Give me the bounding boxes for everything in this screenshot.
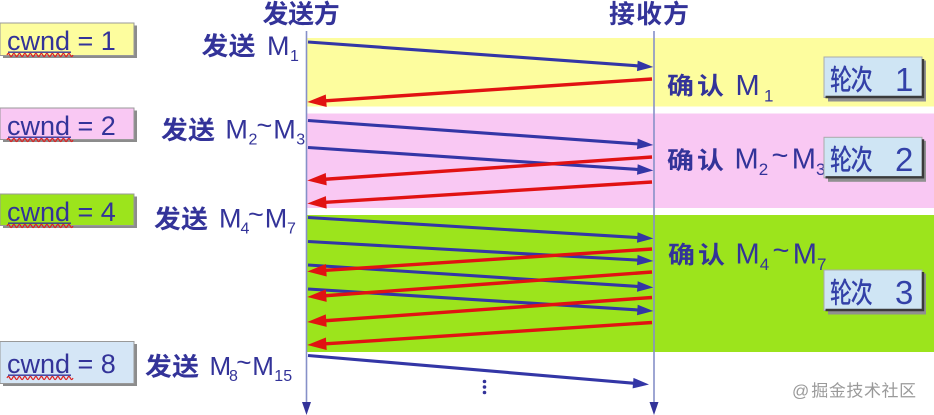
svg-text:7: 7 [817, 255, 826, 274]
svg-text:2: 2 [249, 132, 258, 149]
svg-text:~: ~ [236, 347, 251, 377]
svg-text:M: M [736, 70, 760, 102]
svg-text:~: ~ [257, 111, 273, 141]
svg-text:3: 3 [895, 274, 913, 311]
svg-text:cwnd = 2: cwnd = 2 [7, 111, 116, 141]
svg-text:M: M [225, 115, 248, 145]
svg-text:~: ~ [772, 140, 789, 172]
svg-text:M: M [736, 239, 760, 271]
svg-text:~: ~ [248, 200, 264, 230]
svg-text:M: M [219, 204, 242, 234]
svg-text:3: 3 [296, 132, 305, 149]
svg-text:8: 8 [229, 368, 238, 385]
svg-text:7: 7 [287, 221, 296, 238]
svg-text:cwnd = 1: cwnd = 1 [7, 26, 116, 56]
svg-text:1: 1 [290, 48, 299, 65]
svg-text:M: M [273, 115, 296, 145]
svg-text:@: @ [792, 382, 809, 401]
svg-text:2: 2 [895, 141, 913, 178]
svg-text:~: ~ [773, 235, 790, 267]
svg-text:M: M [267, 31, 290, 61]
svg-text:M: M [792, 144, 816, 176]
svg-text:M: M [252, 351, 274, 381]
svg-text:M: M [793, 239, 817, 271]
svg-text:cwnd = 8: cwnd = 8 [7, 349, 116, 379]
svg-text:cwnd = 4: cwnd = 4 [7, 197, 116, 227]
svg-text:1: 1 [895, 61, 913, 98]
svg-text:M: M [265, 204, 288, 234]
svg-text:1: 1 [764, 87, 773, 106]
svg-text:4: 4 [760, 255, 769, 274]
svg-text:2: 2 [759, 160, 768, 179]
svg-text:M: M [735, 144, 759, 176]
svg-text:15: 15 [274, 368, 292, 385]
svg-text:M: M [210, 351, 232, 381]
svg-text:4: 4 [241, 221, 250, 238]
svg-text:3: 3 [816, 160, 825, 179]
